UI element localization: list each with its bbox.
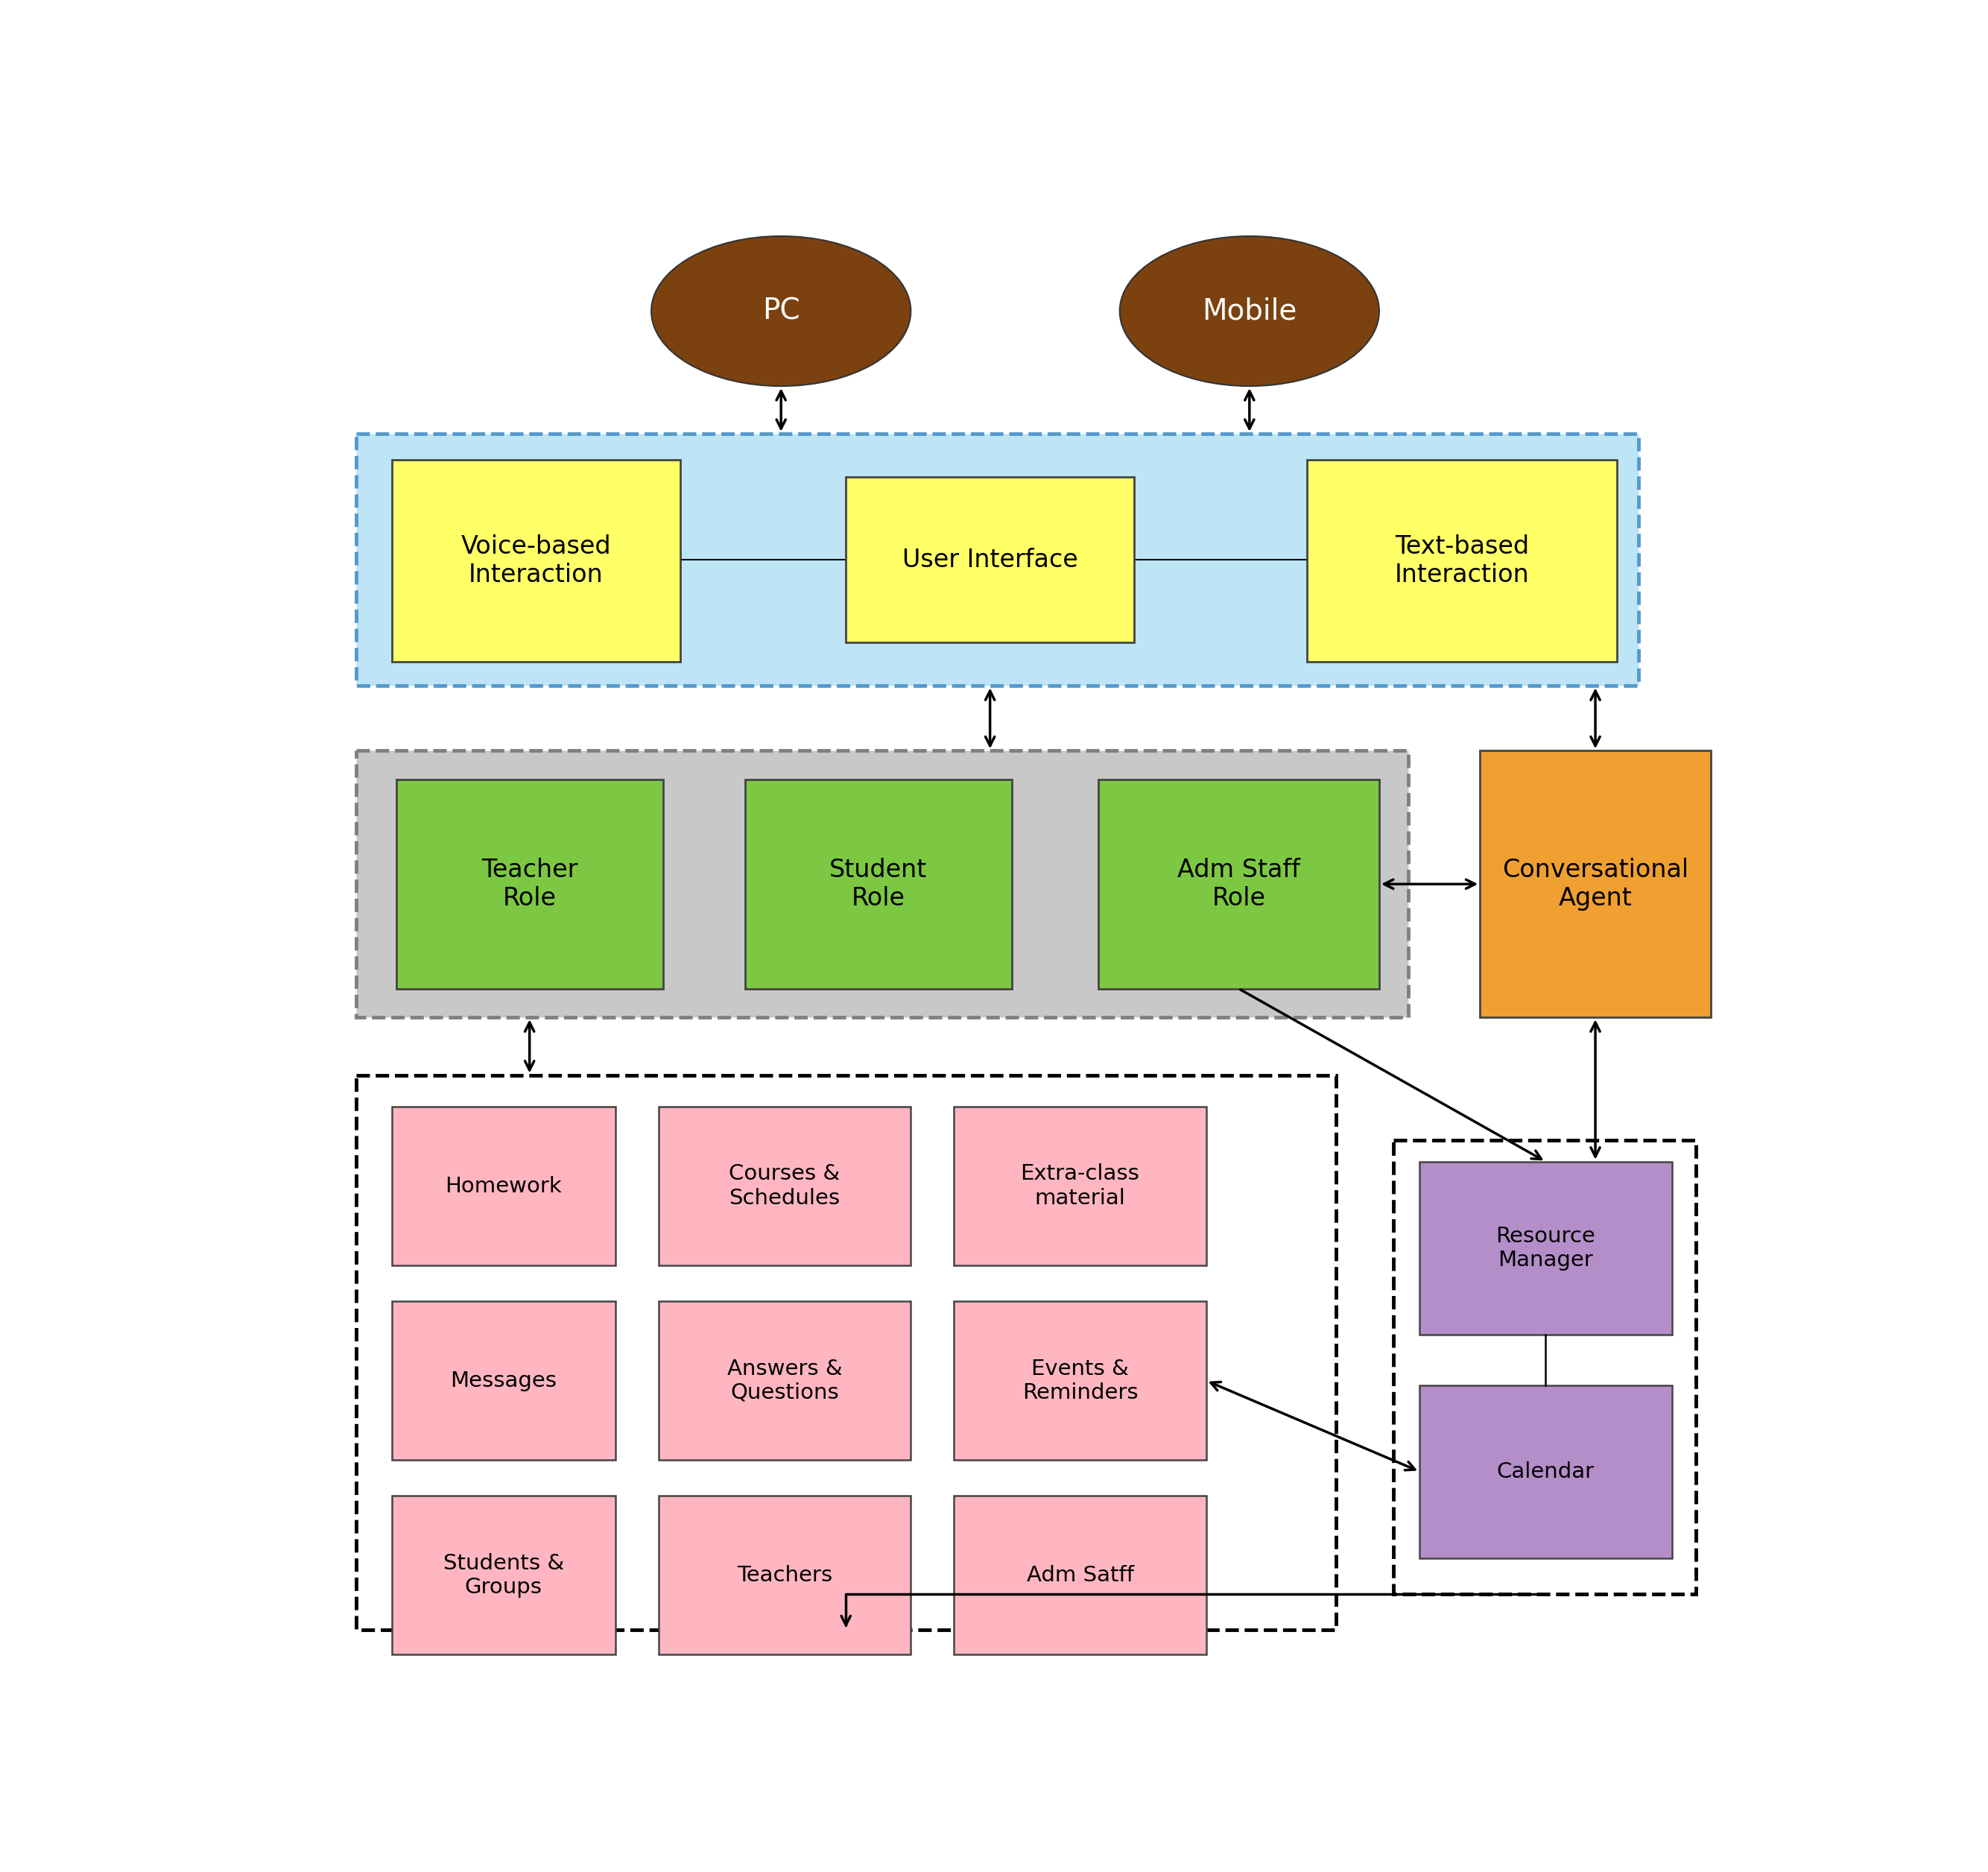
Text: Teacher
Role: Teacher Role bbox=[481, 857, 579, 910]
Text: Text-based
Interaction: Text-based Interaction bbox=[1396, 534, 1529, 588]
Text: Students &
Groups: Students & Groups bbox=[443, 1552, 565, 1599]
Text: Conversational
Agent: Conversational Agent bbox=[1503, 857, 1688, 910]
Text: Resource
Manager: Resource Manager bbox=[1495, 1226, 1596, 1271]
Text: Teachers: Teachers bbox=[738, 1565, 833, 1586]
Bar bbox=[392, 1301, 616, 1460]
Text: Mobile: Mobile bbox=[1203, 298, 1296, 326]
Text: Extra-class
material: Extra-class material bbox=[1020, 1164, 1139, 1209]
Bar bbox=[356, 434, 1638, 685]
Bar bbox=[954, 1496, 1207, 1655]
Bar bbox=[954, 1301, 1207, 1460]
Bar bbox=[954, 1106, 1207, 1265]
Bar bbox=[658, 1301, 911, 1460]
Bar bbox=[1419, 1161, 1672, 1335]
Bar bbox=[396, 779, 662, 988]
Ellipse shape bbox=[652, 236, 911, 386]
Bar bbox=[658, 1106, 911, 1265]
Ellipse shape bbox=[1119, 236, 1380, 386]
Text: User Interface: User Interface bbox=[903, 547, 1077, 573]
Bar bbox=[1394, 1140, 1696, 1593]
Bar bbox=[356, 751, 1408, 1018]
Text: Events &
Reminders: Events & Reminders bbox=[1022, 1359, 1137, 1404]
Text: Adm Satff: Adm Satff bbox=[1026, 1565, 1133, 1586]
Bar bbox=[847, 477, 1133, 642]
Text: Voice-based
Interaction: Voice-based Interaction bbox=[461, 534, 610, 588]
Text: Student
Role: Student Role bbox=[829, 857, 926, 910]
Bar bbox=[1419, 1385, 1672, 1558]
Text: Messages: Messages bbox=[451, 1370, 557, 1391]
Bar bbox=[746, 779, 1012, 988]
Bar bbox=[356, 1075, 1336, 1631]
Bar bbox=[392, 1496, 616, 1655]
Bar bbox=[1479, 751, 1710, 1018]
Text: Adm Staff
Role: Adm Staff Role bbox=[1177, 857, 1300, 910]
Bar bbox=[658, 1496, 911, 1655]
Text: Answers &
Questions: Answers & Questions bbox=[728, 1359, 843, 1404]
Bar bbox=[392, 461, 680, 661]
Text: Courses &
Schedules: Courses & Schedules bbox=[730, 1164, 841, 1209]
Bar bbox=[1306, 461, 1616, 661]
Text: PC: PC bbox=[761, 298, 799, 326]
Bar bbox=[392, 1106, 616, 1265]
Text: Homework: Homework bbox=[445, 1176, 563, 1196]
Bar bbox=[1097, 779, 1380, 988]
Text: Calendar: Calendar bbox=[1497, 1460, 1594, 1483]
